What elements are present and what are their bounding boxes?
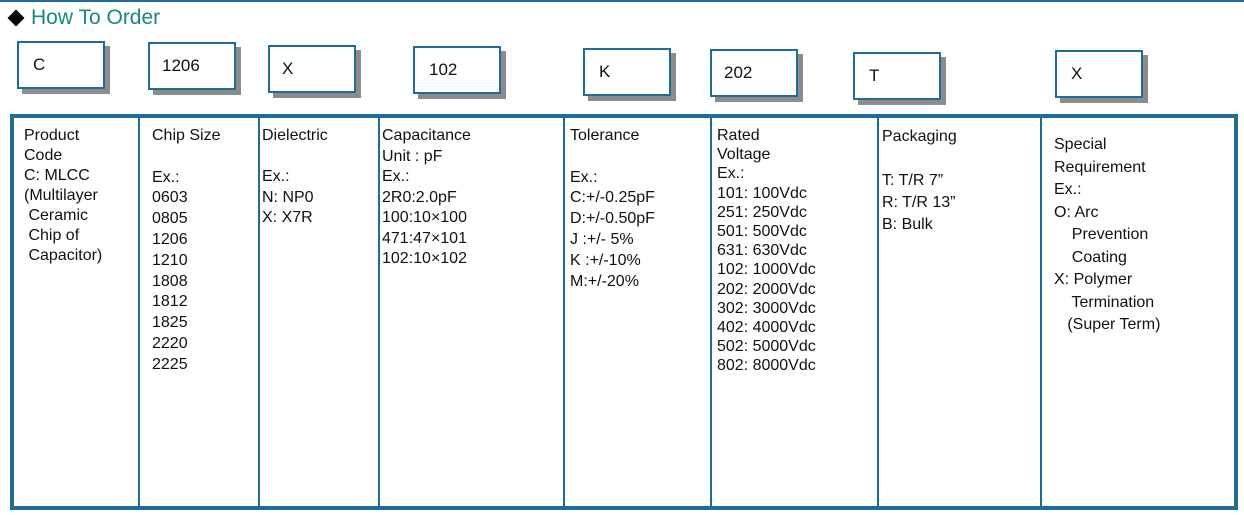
spec-line: (Multilayer: [24, 187, 98, 204]
spec-line: 1825: [152, 314, 188, 332]
spec-line: 1812: [152, 293, 188, 311]
spec-line: 0603: [152, 189, 188, 207]
spec-line: Unit : pF: [382, 147, 443, 165]
spec-line: C:+/-0.25pF: [570, 189, 655, 207]
spec-line: 202: 2000Vdc: [717, 280, 816, 298]
spec-line: 471:47×101: [382, 229, 467, 247]
spec-column: Chip Size Ex.: 0603 0805 1206 1210 1808 1812 182…: [152, 126, 220, 376]
spec-line: R: T/R 13”: [882, 194, 956, 211]
spec-line: 101: 100Vdc: [717, 184, 807, 202]
spec-column: Rated Voltage Ex.: 101: 100Vdc 251: 250Vdc 50…: [717, 126, 816, 376]
spec-line: 251: 250Vdc: [717, 203, 807, 221]
spec-line: Product: [24, 127, 80, 144]
spec-line: Requirement: [1054, 158, 1146, 176]
spec-line: B: Bulk: [882, 216, 933, 233]
spec-line: T: T/R 7”: [882, 172, 944, 189]
spec-line: C: MLCC: [24, 167, 90, 184]
spec-line: Termination: [1054, 293, 1155, 311]
spec-line: Capacitor): [24, 247, 103, 264]
spec-line: Chip Size: [152, 127, 221, 144]
spec-line: [262, 147, 328, 168]
code-box: 102: [413, 46, 501, 94]
spec-line: [570, 147, 655, 168]
spec-column: Product Code C: MLCC (Multilayer Ceramic Ch…: [24, 126, 102, 266]
spec-line: 102:10×102: [382, 250, 467, 267]
code-box: X: [1055, 50, 1143, 98]
spec-line: 1206: [152, 230, 188, 248]
spec-line: Ex.:: [262, 168, 290, 185]
spec-column: Capacitance Unit : pF Ex.: 2R0:2.0pF 100:10×…: [382, 126, 471, 270]
spec-line: [152, 147, 220, 168]
code-box: 202: [710, 49, 798, 97]
code-box: K: [583, 48, 671, 96]
spec-line: N: NP0: [262, 188, 314, 206]
code-box: T: [853, 52, 941, 100]
diamond-bullet-icon: [7, 9, 25, 27]
column-divider: [710, 118, 712, 506]
column-divider: [1040, 118, 1042, 506]
spec-line: 2R0:2.0pF: [382, 188, 457, 206]
spec-line: Ex.:: [1054, 181, 1082, 198]
spec-line: O: Arc: [1054, 203, 1099, 221]
spec-line: M:+/-20%: [570, 272, 639, 290]
column-divider: [138, 118, 140, 506]
spec-line: Ex.:: [382, 168, 410, 185]
spec-line: 502: 5000Vdc: [717, 338, 816, 356]
section-title-text: How To Order: [31, 6, 161, 29]
code-box: X: [268, 45, 356, 93]
spec-line: X: Polymer: [1054, 271, 1133, 288]
spec-line: Ex.:: [152, 168, 180, 186]
spec-line: Ex.:: [717, 165, 745, 183]
spec-line: Voltage: [717, 146, 771, 164]
spec-line: Coating: [1054, 248, 1127, 266]
spec-line: 402: 4000Vdc: [717, 319, 816, 337]
spec-line: Special: [1054, 136, 1107, 153]
spec-line: J :+/- 5%: [570, 230, 634, 248]
spec-line: 0805: [152, 210, 188, 228]
spec-line: 302: 3000Vdc: [717, 299, 816, 317]
spec-line: Dielectric: [262, 127, 328, 144]
spec-line: 102: 1000Vdc: [717, 261, 816, 279]
spec-line: Capacitance: [382, 127, 471, 144]
column-divider: [563, 118, 565, 506]
spec-line: (Super Term): [1054, 316, 1161, 333]
spec-line: Prevention: [1054, 226, 1149, 243]
column-divider: [877, 118, 879, 506]
spec-line: 1808: [152, 272, 188, 290]
code-box: 1206: [148, 42, 236, 90]
spec-line: 100:10×100: [382, 209, 467, 226]
spec-line: Packaging: [882, 128, 957, 145]
spec-line: 631: 630Vdc: [717, 242, 807, 260]
spec-line: Ex.:: [570, 168, 598, 186]
top-rule: [0, 0, 1244, 2]
spec-column: Special Requirement Ex.: O: Arc Prevention …: [1054, 134, 1160, 337]
spec-line: Ceramic: [24, 207, 89, 224]
spec-line: 501: 500Vdc: [717, 223, 807, 241]
spec-line: D:+/-0.50pF: [570, 210, 655, 228]
spec-line: Tolerance: [570, 127, 640, 144]
spec-line: Rated: [717, 127, 760, 144]
column-divider: [378, 118, 380, 506]
spec-line: X: X7R: [262, 209, 313, 226]
spec-line: 2220: [152, 334, 188, 352]
spec-line: [882, 148, 957, 170]
code-box: C: [17, 41, 105, 89]
spec-line: Chip of: [24, 227, 80, 244]
section-title: How To Order: [6, 6, 160, 30]
spec-line: 802: 8000Vdc: [717, 357, 816, 375]
spec-column: Dielectric Ex.: N: NP0 X: X7R: [262, 126, 328, 229]
spec-line: 1210: [152, 251, 188, 269]
spec-line: Code: [24, 147, 63, 164]
column-divider: [258, 118, 260, 506]
ordering-code-table: Product Code C: MLCC (Multilayer Ceramic Ch…: [10, 114, 1238, 510]
spec-column: Tolerance Ex.: C:+/-0.25pF D:+/-0.50pF J :+/…: [570, 126, 655, 292]
spec-line: 2225: [152, 355, 188, 373]
spec-column: Packaging T: T/R 7” R: T/R 13” B: Bulk: [882, 126, 957, 236]
spec-line: K :+/-10%: [570, 251, 641, 269]
